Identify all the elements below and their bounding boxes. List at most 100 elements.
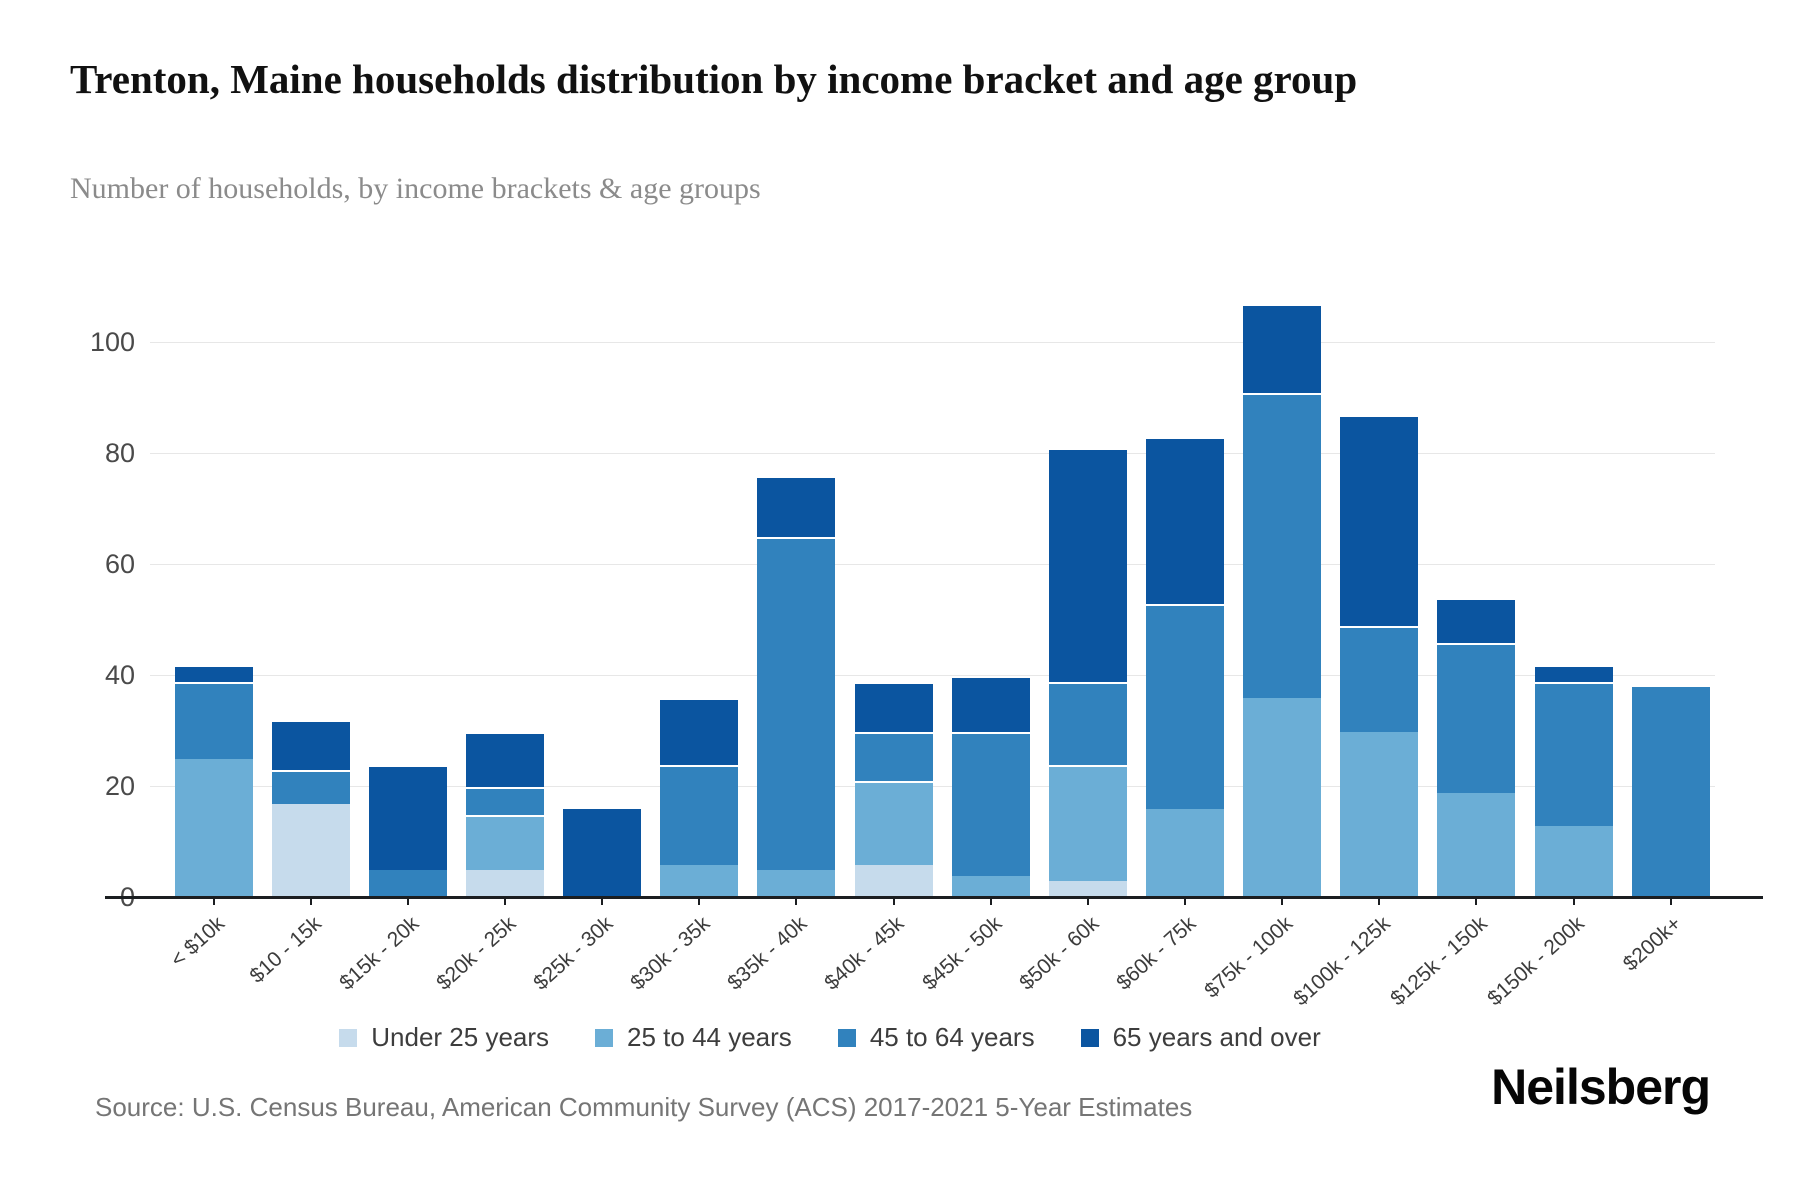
bar-$200k+[interactable]: [1631, 687, 1710, 898]
bar-segment[interactable]: [757, 537, 836, 871]
bar-segment[interactable]: [854, 681, 933, 732]
bar-segment[interactable]: [1534, 681, 1613, 826]
x-axis-tick-label: $200k+: [1619, 912, 1687, 976]
legend-item[interactable]: 25 to 44 years: [595, 1022, 792, 1053]
bar-segment[interactable]: [174, 681, 253, 760]
bar-$30k - 35k[interactable]: [660, 698, 739, 898]
bar-$25k - 30k[interactable]: [563, 809, 642, 898]
x-axis-tick: [795, 898, 798, 905]
x-axis-tick-label: $25k - 30k: [529, 912, 618, 995]
bar-$10 - 15k[interactable]: [271, 720, 350, 898]
bar-$40k - 45k[interactable]: [854, 681, 933, 898]
bar-segment[interactable]: [951, 676, 1030, 732]
bar-column: $45k - 50k: [918, 260, 1030, 995]
bar-segment[interactable]: [854, 864, 933, 898]
bar-segment[interactable]: [465, 787, 544, 815]
legend-label: 45 to 64 years: [869, 1022, 1035, 1052]
bar-segment[interactable]: [174, 759, 253, 898]
legend-swatch-icon: [1080, 1028, 1099, 1047]
bar-segment[interactable]: [854, 781, 933, 865]
bar-segment[interactable]: [1437, 792, 1516, 898]
legend-swatch-icon: [837, 1028, 856, 1047]
bars-container: < $10k $10 - 15k $15k - 20k $20k - 25k $25k …: [150, 260, 1715, 1010]
bar-$35k - 40k[interactable]: [757, 476, 836, 898]
legend-item[interactable]: 45 to 64 years: [837, 1022, 1035, 1053]
bar-segment[interactable]: [368, 870, 447, 898]
x-axis-tick: [1184, 898, 1186, 905]
x-axis-tick: [503, 898, 506, 905]
bar-column: $25k - 30k: [529, 260, 642, 995]
bar-segment[interactable]: [174, 664, 253, 682]
bar-segment[interactable]: [465, 814, 544, 871]
legend-item[interactable]: 65 years and over: [1080, 1022, 1321, 1053]
bar-$15k - 20k[interactable]: [368, 764, 447, 898]
bar-segment[interactable]: [465, 731, 544, 787]
x-axis-tick-label: $30k - 35k: [626, 912, 715, 995]
x-axis-tick-label: $20k - 25k: [432, 912, 521, 995]
bar-segment[interactable]: [1340, 626, 1419, 732]
bar-segment[interactable]: [563, 809, 642, 898]
bar-segment[interactable]: [1243, 392, 1322, 699]
bar-segment[interactable]: [1243, 698, 1322, 898]
bar-segment[interactable]: [757, 476, 836, 538]
bar-segment[interactable]: [1243, 304, 1322, 393]
x-axis-tick: [989, 898, 992, 905]
bar-segment[interactable]: [660, 698, 739, 765]
legend-item[interactable]: Under 25 years: [339, 1022, 549, 1053]
bar-< $10k[interactable]: [174, 664, 253, 898]
bar-segment[interactable]: [757, 870, 836, 898]
bar-segment[interactable]: [1048, 881, 1127, 898]
bar-segment[interactable]: [465, 870, 544, 898]
bar-segment[interactable]: [951, 875, 1030, 898]
bar-$20k - 25k[interactable]: [465, 731, 544, 898]
bar-segment[interactable]: [1437, 598, 1516, 643]
bar-$50k - 60k[interactable]: [1048, 448, 1127, 898]
bar-$60k - 75k[interactable]: [1146, 437, 1224, 898]
bar-segment[interactable]: [1048, 764, 1127, 882]
bar-segment[interactable]: [271, 770, 350, 804]
bar-column: $200k+: [1619, 260, 1710, 976]
bar-segment[interactable]: [1340, 731, 1419, 898]
bar-segment[interactable]: [1048, 448, 1127, 682]
bar-segment[interactable]: [1146, 437, 1224, 604]
x-axis-tick-label: $75k - 100k: [1200, 912, 1298, 1003]
bar-$150k - 200k[interactable]: [1534, 664, 1613, 898]
bar-segment[interactable]: [1631, 687, 1710, 898]
bar-segment[interactable]: [1048, 681, 1127, 765]
bar-column: $20k - 25k: [432, 260, 544, 995]
bar-segment[interactable]: [1534, 664, 1613, 682]
x-axis-tick-label: $125k - 150k: [1386, 912, 1492, 1011]
page-subtitle: Number of households, by income brackets…: [70, 172, 761, 205]
bar-$75k - 100k[interactable]: [1243, 304, 1322, 898]
bar-segment[interactable]: [854, 731, 933, 782]
x-axis-tick: [1378, 898, 1381, 905]
x-axis-tick-label: $100k - 125k: [1289, 912, 1395, 1011]
bar-segment[interactable]: [271, 720, 350, 771]
bar-segment[interactable]: [1146, 809, 1224, 898]
bar-segment[interactable]: [660, 864, 739, 898]
x-axis-tick: [406, 898, 409, 905]
neilsberg-logo: Neilsberg: [1491, 1059, 1711, 1115]
bar-column: $10 - 15k: [246, 260, 350, 988]
y-axis-tick-label: 80: [104, 438, 135, 468]
x-axis-tick: [309, 898, 312, 905]
bar-segment[interactable]: [1534, 825, 1613, 898]
bar-column: $50k - 60k: [1015, 260, 1127, 995]
bar-$45k - 50k[interactable]: [951, 676, 1030, 898]
bar-$125k - 150k[interactable]: [1437, 598, 1516, 898]
bar-segment[interactable]: [1146, 603, 1224, 810]
bar-column: $125k - 150k: [1386, 260, 1516, 1010]
x-axis-tick-label: $15k - 20k: [334, 912, 424, 995]
bar-segment[interactable]: [1437, 642, 1516, 793]
bar-segment[interactable]: [951, 731, 1030, 876]
bar-segment[interactable]: [1340, 415, 1419, 627]
bar-segment[interactable]: [271, 803, 350, 898]
bar-$100k - 125k[interactable]: [1340, 415, 1419, 898]
bar-segment[interactable]: [660, 764, 739, 865]
bar-column: $35k - 40k: [724, 260, 836, 995]
bar-segment[interactable]: [368, 764, 447, 871]
x-axis-tick: [1281, 898, 1284, 905]
gridline-80: [150, 453, 1715, 454]
x-axis-tick: [1086, 898, 1089, 905]
